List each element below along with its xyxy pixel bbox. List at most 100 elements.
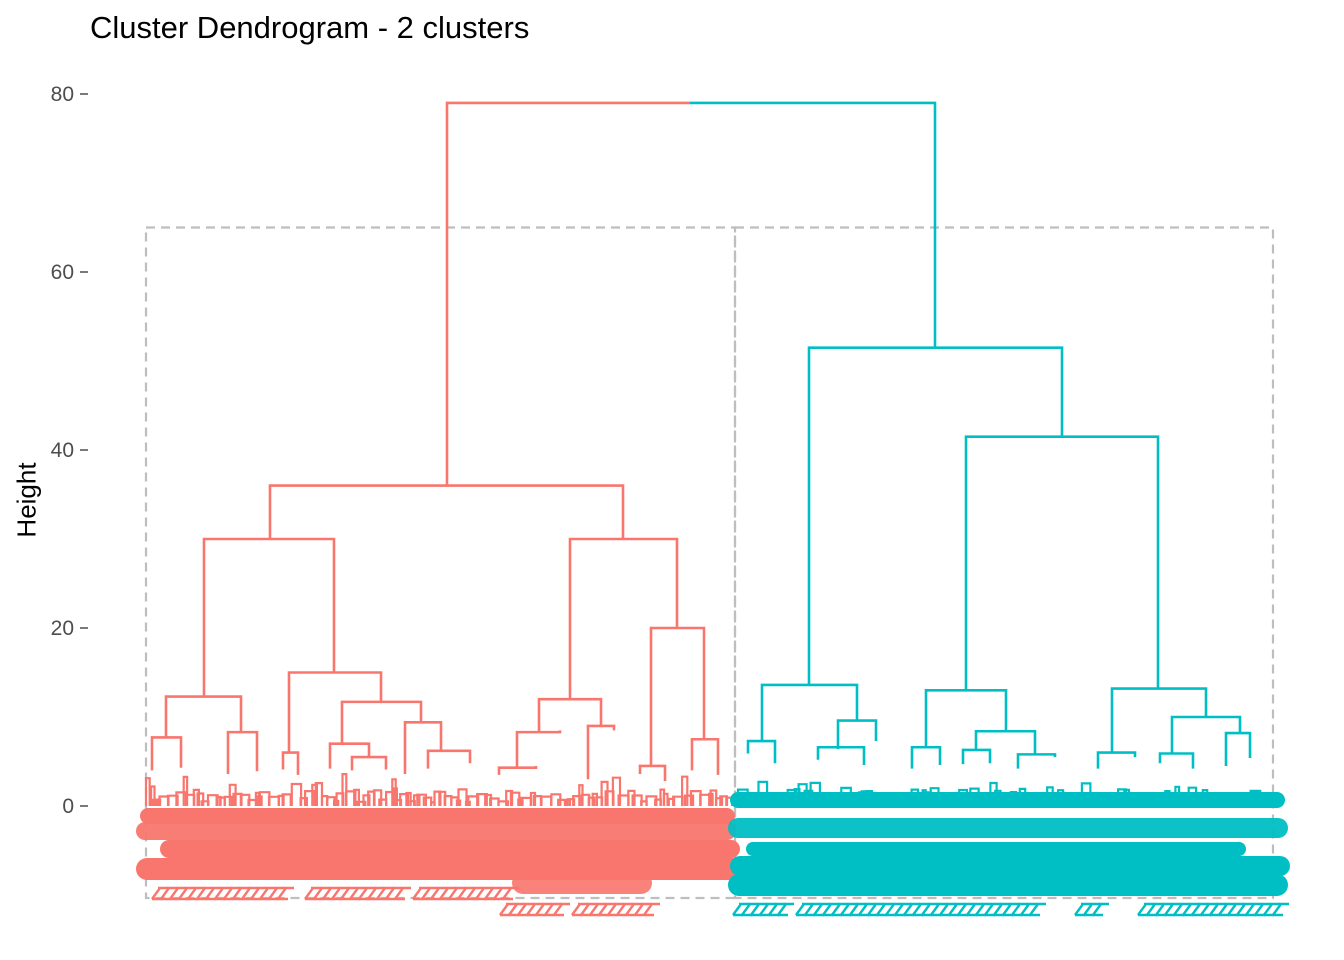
cluster1-label-glyph-12 xyxy=(259,886,276,901)
merge-link-26 xyxy=(746,739,777,764)
cluster1-leaf-link-7 xyxy=(182,775,189,806)
cluster1b-label-glyph-0 xyxy=(499,902,516,917)
merge-link-33 xyxy=(961,748,992,765)
cluster1-leaf-link-16 xyxy=(228,783,237,806)
cluster1-label-glyph-25 xyxy=(394,886,411,901)
cluster2-label-glyph-22 xyxy=(939,902,956,917)
cluster1-leaf-link-5 xyxy=(166,794,179,806)
cluster1-label-glyph-13 xyxy=(268,886,285,901)
merge-link-13 xyxy=(403,721,443,774)
cluster2-label-glyph-42 xyxy=(1191,902,1208,917)
cluster1-label-glyph-0 xyxy=(151,886,168,901)
merge-link-22 xyxy=(760,683,859,742)
cluster2-label-glyph-15 xyxy=(876,902,893,917)
merge-link-6 xyxy=(537,697,603,733)
merge-link-4 xyxy=(340,700,423,744)
cluster1-label-glyph-19 xyxy=(340,886,357,901)
cluster2-label-glyph-3 xyxy=(759,902,776,917)
cluster1b-label-glyph-12 xyxy=(616,902,633,917)
cluster1-label-glyph-22 xyxy=(367,886,384,901)
merge-link-34 xyxy=(1016,753,1057,769)
cluster1-leaf-link-70 xyxy=(529,791,537,806)
cluster2-label-glyph-20 xyxy=(921,902,938,917)
cluster1-leaf-link-71 xyxy=(532,795,542,806)
cluster1-label-glyph-35 xyxy=(493,886,510,901)
cluster1-label-glyph-36 xyxy=(502,886,519,901)
merge-link-16 xyxy=(426,749,472,769)
merge-link-7 xyxy=(515,730,562,768)
merge-link-9 xyxy=(649,626,706,766)
cluster1-leaf-link-26 xyxy=(290,782,303,806)
cluster2-labels-row1 xyxy=(730,792,1285,808)
cluster2-label-glyph-19 xyxy=(912,902,929,917)
merge-link-25 xyxy=(836,719,878,750)
y-tick-label: 0 xyxy=(62,795,74,818)
cluster2-label-glyph-14 xyxy=(867,902,884,917)
cluster1-leaf-link-41 xyxy=(372,789,383,806)
cluster1b-label-glyph-6 xyxy=(553,902,570,917)
cluster1-leaf-link-51 xyxy=(416,793,427,806)
cluster2-label-glyph-8 xyxy=(813,902,830,917)
cluster2-label-glyph-41 xyxy=(1182,902,1199,917)
cluster2-label-glyph-47 xyxy=(1236,902,1253,917)
y-tick-label: 60 xyxy=(51,261,74,284)
cluster2-label-glyph-34 xyxy=(1083,902,1100,917)
cluster1-label-glyph-3 xyxy=(178,886,195,901)
merge-link-30 xyxy=(1096,751,1137,769)
cluster1-leaf-link-85 xyxy=(611,776,622,806)
root-link-left xyxy=(445,101,690,486)
cluster1-leaf-link-74 xyxy=(557,798,568,806)
cluster1-labels-row4 xyxy=(136,858,746,880)
cluster1-label-glyph-32 xyxy=(466,886,483,901)
cluster1-label-glyph-14 xyxy=(277,886,294,901)
cluster1-leaf-link-30 xyxy=(314,782,324,806)
cluster1-leaf-link-48 xyxy=(405,791,412,806)
cluster1-label-glyph-9 xyxy=(232,886,249,901)
cluster1b-label-glyph-2 xyxy=(517,902,534,917)
dendrogram-tree xyxy=(144,101,1273,806)
cluster1-leaf-link-47 xyxy=(399,793,410,806)
cluster1b-label-glyph-11 xyxy=(607,902,624,917)
cluster2-label-glyph-27 xyxy=(984,902,1001,917)
merge-link-8 xyxy=(586,724,616,780)
cluster2-label-glyph-2 xyxy=(750,902,767,917)
chart-title: Cluster Dendrogram - 2 clusters xyxy=(90,10,530,45)
y-axis: 0 20 40 60 80 xyxy=(51,83,88,818)
cluster2-label-glyph-18 xyxy=(903,902,920,917)
cluster2-label-glyph-35 xyxy=(1092,902,1109,917)
y-tick-label: 20 xyxy=(51,617,74,640)
merge-link-28 xyxy=(974,729,1037,755)
merge-link-10 xyxy=(690,737,720,775)
cluster1-label-glyph-4 xyxy=(187,886,204,901)
cluster1-label-glyph-24 xyxy=(385,886,402,901)
cluster1-leaf-link-0 xyxy=(144,777,151,806)
cluster1-label-glyph-30 xyxy=(448,886,465,901)
cluster1-leaf-link-15 xyxy=(223,795,233,806)
cluster1-leaf-link-102 xyxy=(714,797,724,806)
cluster1b-label-glyph-5 xyxy=(544,902,561,917)
merge-link-17 xyxy=(497,765,538,775)
cluster1-leaf-link-66 xyxy=(505,789,514,806)
cluster1-leaf-link-38 xyxy=(356,800,367,806)
cluster2-label-glyph-0 xyxy=(732,902,749,917)
merge-link-0 xyxy=(268,484,625,539)
cluster1-label-glyph-2 xyxy=(169,886,186,901)
cluster2-label-glyph-37 xyxy=(1146,902,1163,917)
cluster1b-label-glyph-8 xyxy=(580,902,597,917)
merge-link-21 xyxy=(964,435,1160,691)
cluster1-leaf-link-35 xyxy=(341,773,348,806)
merge-link-23 xyxy=(924,689,1008,748)
cluster1-labels-row3 xyxy=(160,840,740,858)
cluster2-label-glyph-21 xyxy=(930,902,947,917)
cluster1-label-glyph-7 xyxy=(214,886,231,901)
cluster1-leaf-link-65 xyxy=(497,800,509,806)
cluster1-label-glyph-17 xyxy=(322,886,339,901)
merge-link-2 xyxy=(164,695,243,738)
cluster1-label-glyph-1 xyxy=(160,886,177,901)
cluster1-label-glyph-8 xyxy=(223,886,240,901)
cluster2-label-glyph-12 xyxy=(849,902,866,917)
cluster2-label-glyph-51 xyxy=(1272,902,1289,917)
cluster1-leaf-link-96 xyxy=(681,775,689,806)
cluster1-label-glyph-33 xyxy=(475,886,492,901)
cluster1-leaf-link-28 xyxy=(304,790,316,806)
